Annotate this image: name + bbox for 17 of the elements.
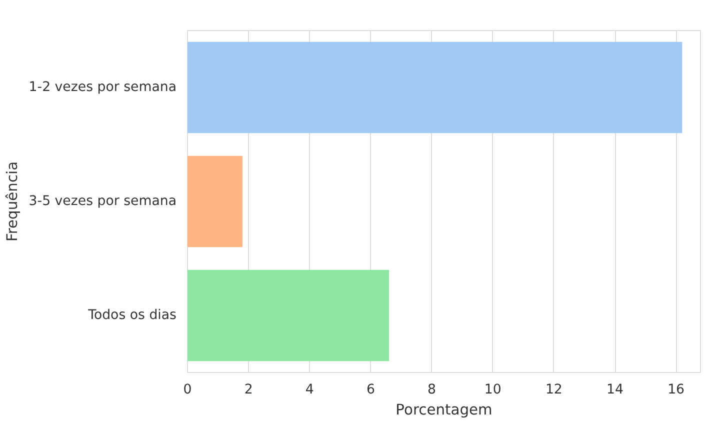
bar (188, 156, 242, 248)
x-tick-label: 2 (244, 382, 253, 398)
x-tick-label: 10 (484, 382, 502, 398)
bar (188, 270, 390, 362)
x-tick-label: 12 (545, 382, 562, 398)
y-tick-label: Todos os dias (87, 308, 177, 323)
x-tick-label: 16 (668, 382, 685, 398)
x-tick-label: 0 (183, 382, 192, 398)
x-tick-label: 8 (428, 382, 436, 398)
y-tick-label: 1-2 vezes por semana (28, 80, 177, 95)
x-axis-title: Porcentagem (396, 402, 492, 418)
bar (188, 42, 682, 134)
x-tick-label: 14 (606, 382, 624, 398)
x-tick-label: 4 (305, 382, 314, 398)
y-axis-title: Frequência (4, 161, 21, 242)
y-tick-label: 3-5 vezes por semana (28, 194, 177, 209)
x-tick-label: 6 (366, 382, 375, 398)
